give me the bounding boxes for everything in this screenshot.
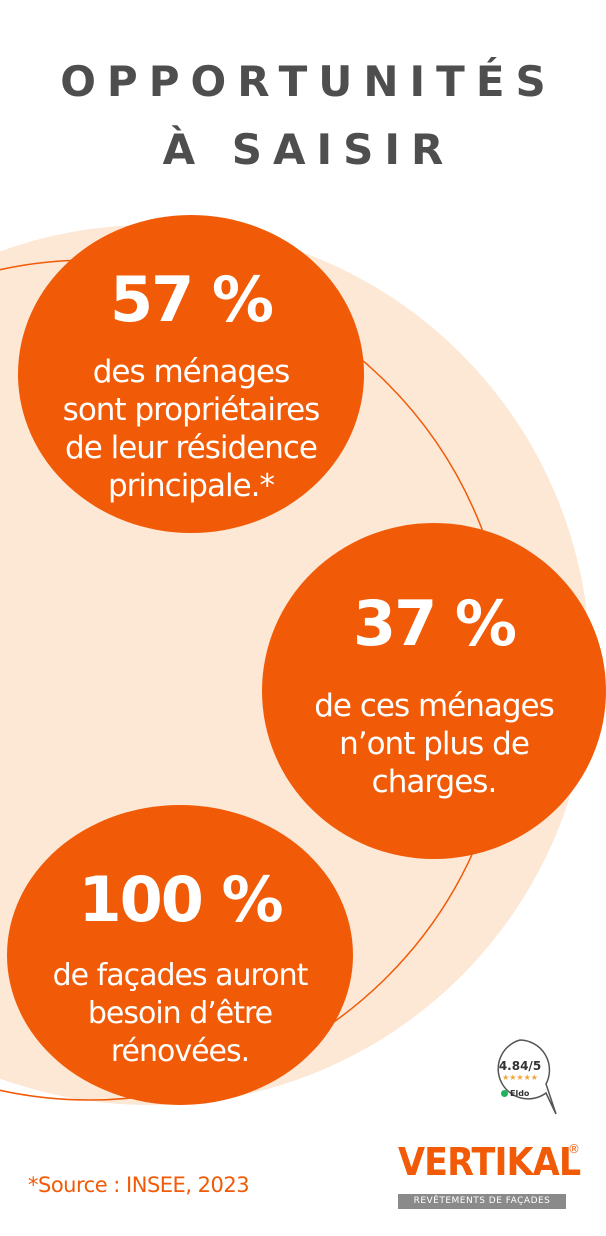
stat-circle-no-charges: 37 % de ces ménages n’ont plus de charge… (262, 523, 606, 859)
stat-value: 57 % (110, 263, 274, 336)
stat-value: 100 % (78, 863, 283, 936)
stat-value: 37 % (353, 587, 517, 660)
stat-description-line: de leur résidence (65, 430, 318, 466)
stat-description-line: besoin d’être (87, 996, 273, 1031)
rating-stars-icon: ★★★★★ (502, 1073, 538, 1082)
vertikal-logo: VERTIKAL ® REVÊTEMENTS DE FAÇADES (396, 1140, 582, 1212)
stat-description: de ces ménages n’ont plus de charges. (262, 687, 606, 801)
stat-description-line: sont propriétaires (62, 392, 321, 428)
rating-score: 4.84/5 (498, 1059, 542, 1073)
stat-description-line: de ces ménages (314, 688, 555, 724)
stat-description-line: charges. (371, 764, 498, 800)
stat-description: des ménages sont propriétaires de leur r… (18, 353, 364, 505)
eldo-rating-badge[interactable]: 4.84/5 ★★★★★ Eldo (488, 1038, 562, 1118)
eldo-logo-icon (501, 1090, 508, 1097)
stat-description-line: principale.* (107, 468, 275, 504)
stat-circle-facades: 100 % de façades auront besoin d’être ré… (7, 805, 353, 1105)
stat-description-line: n’ont plus de (339, 726, 530, 762)
rating-provider: Eldo (510, 1089, 530, 1098)
registered-mark: ® (568, 1142, 580, 1156)
stat-description: de façades auront besoin d’être rénovées… (7, 957, 353, 1071)
speech-bubble-icon (497, 1039, 557, 1115)
logo-tagline: REVÊTEMENTS DE FAÇADES (398, 1194, 566, 1209)
title-line-1: OPPORTUNITÉS (60, 57, 557, 106)
stat-description-line: rénovées. (110, 1034, 250, 1069)
logo-brand-name: VERTIKAL (398, 1140, 581, 1184)
title-line-2: À SAISIR (162, 125, 455, 174)
stat-description-line: des ménages (92, 354, 291, 390)
stat-description-line: de façades auront (52, 958, 309, 993)
page-title: OPPORTUNITÉS À SAISIR (0, 48, 606, 184)
stat-circle-homeowners: 57 % des ménages sont propriétaires de l… (18, 215, 364, 533)
source-note: *Source : INSEE, 2023 (28, 1173, 250, 1197)
